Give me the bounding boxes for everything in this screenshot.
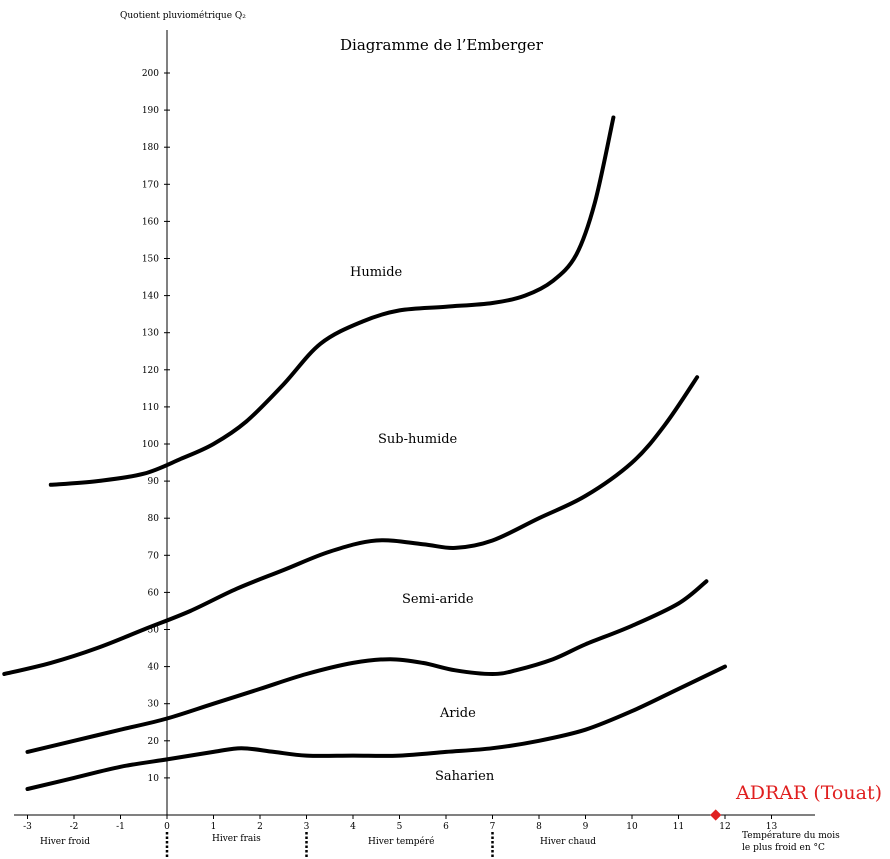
- x-tick-label: 2: [257, 822, 263, 832]
- station-label: ADRAR (Touat): [735, 782, 882, 804]
- y-tick-label: 200: [142, 69, 159, 79]
- x-tick-label: 6: [443, 822, 449, 832]
- y-tick-label: 130: [142, 329, 159, 339]
- y-tick-label: 110: [142, 403, 159, 413]
- winter-zone-hiver-frais: Hiver frais: [212, 834, 261, 844]
- winter-zone-hiver-chaud: Hiver chaud: [540, 837, 596, 847]
- x-axis-label-line-1: Température du mois: [742, 830, 840, 841]
- x-tick-label: 7: [490, 822, 496, 832]
- x-axis-label-line-2: le plus froid en °C: [742, 843, 825, 853]
- region-label-aride: Aride: [439, 706, 476, 721]
- region-label-semi-aride: Semi-aride: [402, 592, 474, 607]
- y-tick-label: 50: [148, 626, 160, 636]
- x-ticks: -3 -2 -1 0 1 2 3 4 5 6 7 8 9 10 11 12 13: [23, 815, 777, 832]
- x-tick-label: 3: [304, 822, 310, 832]
- y-tick-label: 160: [142, 217, 159, 227]
- y-axis-label: Quotient pluviométrique Q₂: [120, 10, 246, 21]
- y-tick-label: 170: [142, 180, 159, 190]
- y-tick-label: 20: [148, 737, 160, 747]
- x-tick-label: 11: [673, 822, 684, 832]
- station-marker: [710, 809, 722, 821]
- y-tick-label: 70: [148, 551, 160, 561]
- x-tick-label: -2: [70, 822, 79, 832]
- x-tick-label: 12: [719, 822, 730, 832]
- x-tick-label: -3: [23, 822, 32, 832]
- x-tick-label: -1: [116, 822, 125, 832]
- y-tick-label: 80: [148, 514, 160, 524]
- y-tick-label: 120: [142, 366, 159, 376]
- x-tick-label: 10: [626, 822, 638, 832]
- y-tick-label: 100: [142, 440, 159, 450]
- axes: [14, 30, 815, 816]
- y-tick-label: 40: [148, 663, 160, 673]
- y-tick-label: 140: [142, 292, 159, 302]
- y-tick-label: 10: [148, 774, 160, 784]
- y-tick-label: 150: [142, 255, 159, 265]
- y-tick-label: 190: [142, 106, 159, 116]
- x-tick-label: 4: [350, 822, 356, 832]
- x-tick-label: 8: [536, 822, 542, 832]
- y-ticks: 10 20 30 40 50 60 70 80 90 100 110 120 130 140 150 160 1…: [142, 69, 170, 784]
- x-tick-label: 13: [766, 822, 778, 832]
- y-tick-label: 90: [148, 477, 160, 487]
- chart-title: Diagramme de l’Emberger: [340, 36, 544, 54]
- x-tick-label: 9: [583, 822, 589, 832]
- y-tick-label: 30: [148, 700, 160, 710]
- boundary-curve-3: [25, 579, 709, 754]
- station-marker-group: [710, 809, 722, 821]
- region-label-saharien: Saharien: [435, 769, 495, 784]
- climate-boundary-curves: [2, 115, 727, 791]
- y-tick-label: 60: [148, 588, 160, 598]
- x-tick-label: 1: [211, 822, 217, 832]
- boundary-curve-1: [48, 115, 616, 487]
- x-tick-label: 0: [164, 822, 170, 832]
- winter-zone-hiver-tempere: Hiver tempéré: [368, 836, 435, 847]
- x-tick-label: 5: [397, 822, 403, 832]
- winter-zone-hiver-froid: Hiver froid: [40, 837, 90, 847]
- boundary-curve-2: [2, 375, 700, 676]
- y-tick-label: 180: [142, 143, 159, 153]
- region-label-sub-humide: Sub-humide: [378, 432, 458, 447]
- boundary-curve-4: [25, 664, 727, 791]
- region-label-humide: Humide: [350, 265, 403, 280]
